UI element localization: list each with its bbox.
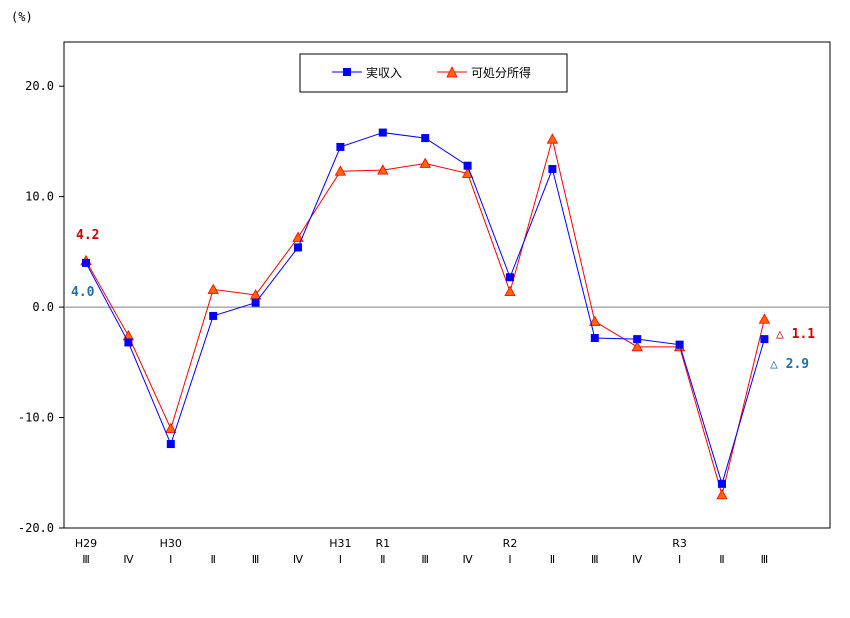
- x-tick-quarter: Ⅱ: [719, 553, 724, 566]
- data-point-disposable: [334, 165, 347, 176]
- x-tick-year: R1: [375, 537, 390, 550]
- y-tick-label: 10.0: [25, 190, 54, 204]
- x-tick-year: R2: [503, 537, 518, 550]
- data-point-income: [378, 128, 387, 137]
- data-point-income: [251, 298, 260, 307]
- data-point-disposable: [292, 231, 304, 242]
- x-tick-year: H29: [75, 537, 97, 550]
- x-tick-quarter: Ⅱ: [550, 553, 555, 566]
- x-tick-quarter: Ⅰ: [339, 553, 342, 566]
- data-point-disposable: [165, 422, 177, 433]
- data-point-income: [421, 134, 430, 143]
- x-tick-quarter: Ⅱ: [380, 553, 385, 566]
- data-point-income: [294, 243, 302, 252]
- x-tick-year: H31: [329, 537, 351, 550]
- data-point-income: [124, 338, 133, 347]
- plot-area: [63, 41, 831, 529]
- data-point-disposable: [207, 283, 219, 294]
- data-point-disposable: [631, 341, 643, 352]
- data-point-disposable: [758, 313, 771, 324]
- series-layer: [80, 128, 771, 500]
- data-point-income: [506, 273, 514, 282]
- y-tick-label: -20.0: [18, 521, 54, 535]
- data-point-income: [336, 142, 345, 151]
- data-point-income: [675, 340, 684, 349]
- x-tick-quarter: Ⅲ: [421, 553, 429, 566]
- data-point-disposable: [419, 157, 431, 168]
- x-tick-quarter: Ⅰ: [508, 553, 511, 566]
- y-axis: -20.0 -10.0 0.0 10.0 20.0: [18, 79, 64, 535]
- data-point-disposable: [377, 164, 389, 175]
- data-point-income: [166, 440, 175, 449]
- data-point-income: [463, 161, 472, 170]
- data-point-income: [590, 334, 599, 343]
- x-tick-quarter: Ⅱ: [210, 553, 215, 566]
- annotation-disposable-end: △ 1.1: [776, 327, 815, 342]
- x-tick-quarter: Ⅳ: [293, 553, 304, 566]
- annotation-disposable-start: 4.2: [76, 228, 99, 243]
- data-point-disposable: [716, 489, 728, 500]
- y-tick-label: 0.0: [32, 300, 54, 314]
- annotation-income-end: △ 2.9: [770, 357, 809, 372]
- data-point-disposable: [546, 133, 559, 144]
- data-point-income: [760, 335, 769, 344]
- x-tick-year: H30: [160, 537, 182, 550]
- x-tick-quarter: Ⅳ: [463, 553, 474, 566]
- legend-marker-disposable: [446, 66, 458, 78]
- y-axis-label: (%): [11, 10, 33, 24]
- legend-marker-income: [343, 68, 351, 76]
- x-tick-quarter: Ⅳ: [123, 553, 134, 566]
- legend-label-disposable: 可処分所得: [471, 65, 531, 80]
- x-tick-quarter: Ⅲ: [591, 553, 599, 566]
- data-point-income: [548, 165, 557, 174]
- data-point-disposable: [589, 315, 601, 326]
- y-tick-label: 20.0: [25, 79, 54, 93]
- data-point-income: [718, 479, 726, 488]
- data-point-income: [82, 258, 90, 267]
- data-point-income: [633, 335, 642, 344]
- x-tick-quarter: Ⅲ: [252, 553, 260, 566]
- y-tick-label: -10.0: [18, 411, 54, 425]
- legend: 実収入 可処分所得: [299, 53, 568, 93]
- x-tick-year: R3: [672, 537, 687, 550]
- annotation-income-start: 4.0: [71, 285, 95, 300]
- x-tick-quarter: Ⅲ: [761, 553, 769, 566]
- data-point-income: [209, 311, 218, 320]
- x-tick-quarter: Ⅲ: [82, 553, 90, 566]
- legend-label-income: 実収入: [366, 65, 402, 80]
- x-axis: H29 Ⅲ Ⅳ H30 Ⅰ Ⅱ Ⅲ Ⅳ H31 Ⅰ R1 Ⅱ Ⅲ Ⅳ R2 Ⅰ Ⅱ Ⅲ Ⅳ R3 Ⅰ Ⅱ Ⅲ: [75, 537, 768, 566]
- x-tick-quarter: Ⅰ: [169, 553, 172, 566]
- x-tick-quarter: Ⅳ: [632, 553, 643, 566]
- data-point-disposable: [504, 285, 516, 297]
- x-tick-quarter: Ⅰ: [678, 553, 681, 566]
